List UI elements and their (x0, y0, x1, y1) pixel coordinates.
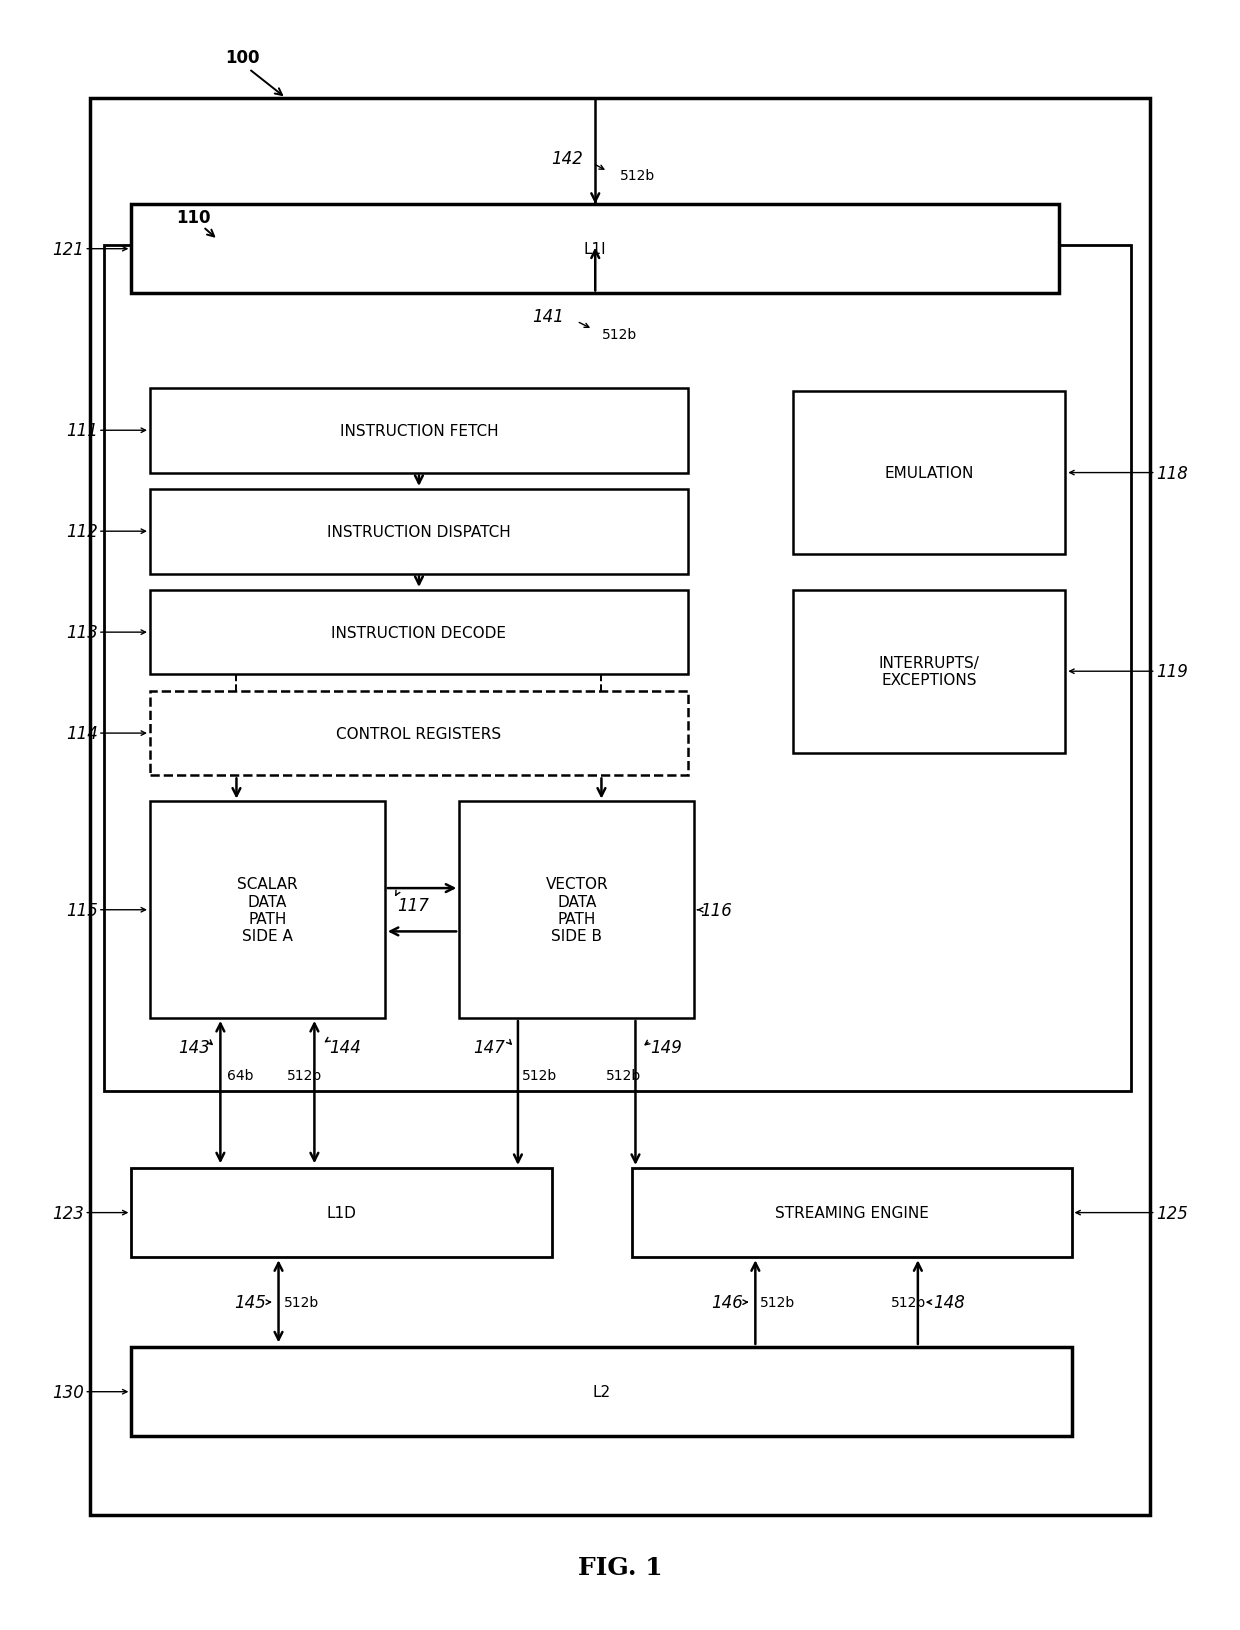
Text: 144: 144 (330, 1038, 361, 1056)
FancyBboxPatch shape (794, 590, 1065, 753)
Text: 512b: 512b (522, 1068, 557, 1082)
Text: 141: 141 (532, 308, 564, 326)
Text: 123: 123 (52, 1205, 84, 1222)
FancyBboxPatch shape (150, 590, 688, 675)
Text: 512b: 512b (284, 1296, 319, 1309)
Text: EMULATION: EMULATION (884, 466, 973, 481)
FancyBboxPatch shape (104, 246, 1131, 1092)
Text: 148: 148 (932, 1293, 965, 1312)
Text: 146: 146 (711, 1293, 743, 1312)
Text: 149: 149 (650, 1038, 682, 1056)
FancyBboxPatch shape (459, 802, 694, 1019)
Text: 111: 111 (66, 422, 98, 440)
Text: STREAMING ENGINE: STREAMING ENGINE (775, 1205, 929, 1221)
Text: 512b: 512b (890, 1296, 926, 1309)
Text: 114: 114 (66, 725, 98, 743)
FancyBboxPatch shape (794, 391, 1065, 554)
FancyBboxPatch shape (131, 205, 1059, 295)
FancyBboxPatch shape (91, 99, 1149, 1514)
Text: 100: 100 (226, 49, 260, 67)
Text: INTERRUPTS/
EXCEPTIONS: INTERRUPTS/ EXCEPTIONS (879, 655, 980, 688)
FancyBboxPatch shape (131, 1346, 1071, 1436)
Text: 113: 113 (66, 624, 98, 642)
Text: 125: 125 (1156, 1205, 1188, 1222)
Text: 147: 147 (474, 1038, 506, 1056)
Text: INSTRUCTION FETCH: INSTRUCTION FETCH (340, 424, 498, 438)
Text: 116: 116 (701, 901, 733, 919)
Text: 117: 117 (397, 897, 429, 914)
Text: INSTRUCTION DISPATCH: INSTRUCTION DISPATCH (327, 525, 511, 540)
Text: VECTOR
DATA
PATH
SIDE B: VECTOR DATA PATH SIDE B (546, 877, 608, 944)
FancyBboxPatch shape (150, 388, 688, 473)
Text: L2: L2 (593, 1384, 610, 1399)
Text: 112: 112 (66, 523, 98, 541)
Text: 142: 142 (551, 150, 583, 168)
FancyBboxPatch shape (150, 691, 688, 776)
Text: 118: 118 (1156, 465, 1188, 482)
Text: 143: 143 (179, 1038, 211, 1056)
Text: 64b: 64b (227, 1068, 253, 1082)
Text: 512b: 512b (620, 168, 655, 183)
Text: CONTROL REGISTERS: CONTROL REGISTERS (336, 725, 501, 742)
Text: 145: 145 (234, 1293, 267, 1312)
Text: 115: 115 (66, 901, 98, 919)
FancyBboxPatch shape (632, 1169, 1071, 1258)
FancyBboxPatch shape (150, 489, 688, 574)
Text: 110: 110 (176, 209, 211, 227)
Text: L1I: L1I (584, 241, 606, 258)
Text: 130: 130 (52, 1382, 84, 1400)
Text: 119: 119 (1156, 663, 1188, 681)
FancyBboxPatch shape (150, 802, 384, 1019)
Text: 512b: 512b (601, 328, 636, 342)
Text: SCALAR
DATA
PATH
SIDE A: SCALAR DATA PATH SIDE A (237, 877, 298, 944)
Text: 512b: 512b (606, 1068, 641, 1082)
FancyBboxPatch shape (131, 1169, 552, 1258)
Text: L1D: L1D (326, 1205, 357, 1221)
Text: 512b: 512b (760, 1296, 796, 1309)
Text: 512b: 512b (288, 1068, 322, 1082)
Text: INSTRUCTION DECODE: INSTRUCTION DECODE (331, 626, 506, 641)
Text: 121: 121 (52, 241, 84, 259)
Text: FIG. 1: FIG. 1 (578, 1555, 662, 1579)
